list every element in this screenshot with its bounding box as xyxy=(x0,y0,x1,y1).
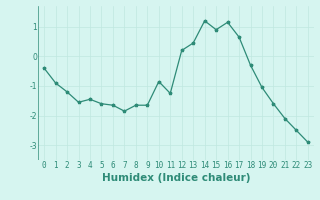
X-axis label: Humidex (Indice chaleur): Humidex (Indice chaleur) xyxy=(102,173,250,183)
